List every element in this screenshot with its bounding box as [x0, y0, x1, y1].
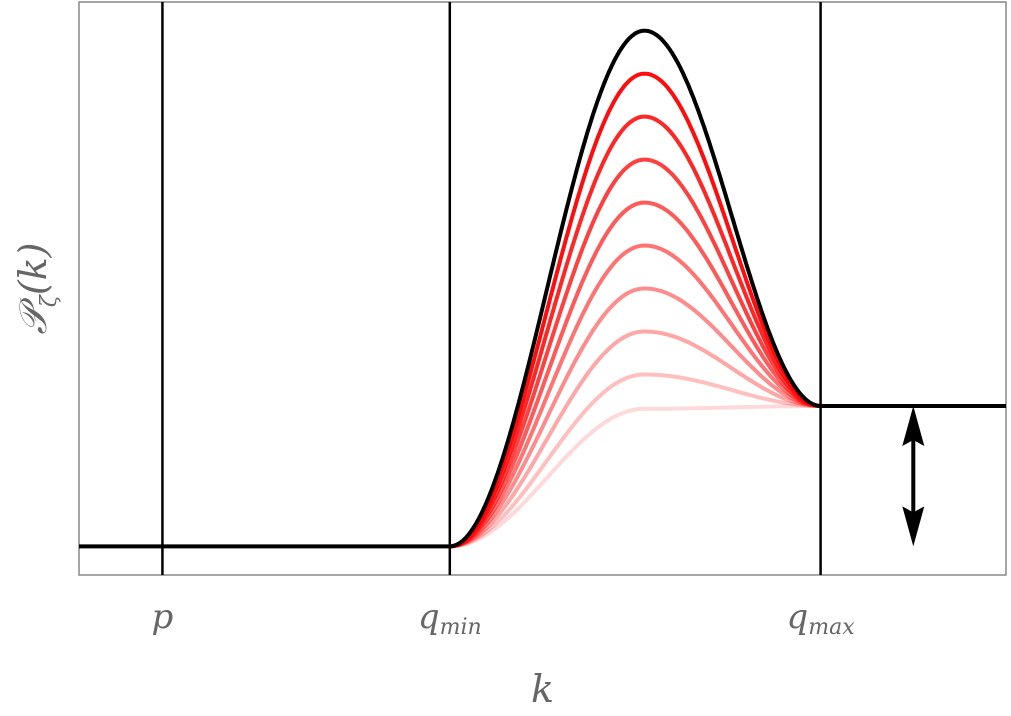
family-curve [449, 157, 821, 549]
y-axis-label: 𝒫ζ(k) [11, 242, 62, 334]
vertical-guides [161, 2, 822, 575]
arrow-head-down [902, 506, 925, 547]
x-tick-label: qmax [787, 597, 856, 640]
arrow-head-up [902, 405, 925, 446]
x-tick-label: qmin [418, 597, 482, 640]
family-curve [449, 404, 821, 549]
family-curve [449, 200, 821, 549]
plot-frame [78, 1, 1007, 576]
family-curve [449, 71, 821, 549]
curve-family [449, 28, 821, 549]
envelope-curve [449, 28, 821, 549]
x-axis-label: k [531, 667, 554, 711]
x-tick-labels: p qmin qmax [152, 597, 856, 640]
y-axis-label-sub: ζ [37, 293, 62, 307]
y-axis-label-arg: (k) [11, 242, 55, 295]
family-curve [449, 329, 821, 549]
double-arrow [902, 405, 925, 547]
family-curve [449, 286, 821, 549]
family-curve [449, 372, 821, 549]
family-curve [449, 243, 821, 549]
family-curve [449, 114, 821, 549]
x-tick-label: p [152, 597, 174, 637]
